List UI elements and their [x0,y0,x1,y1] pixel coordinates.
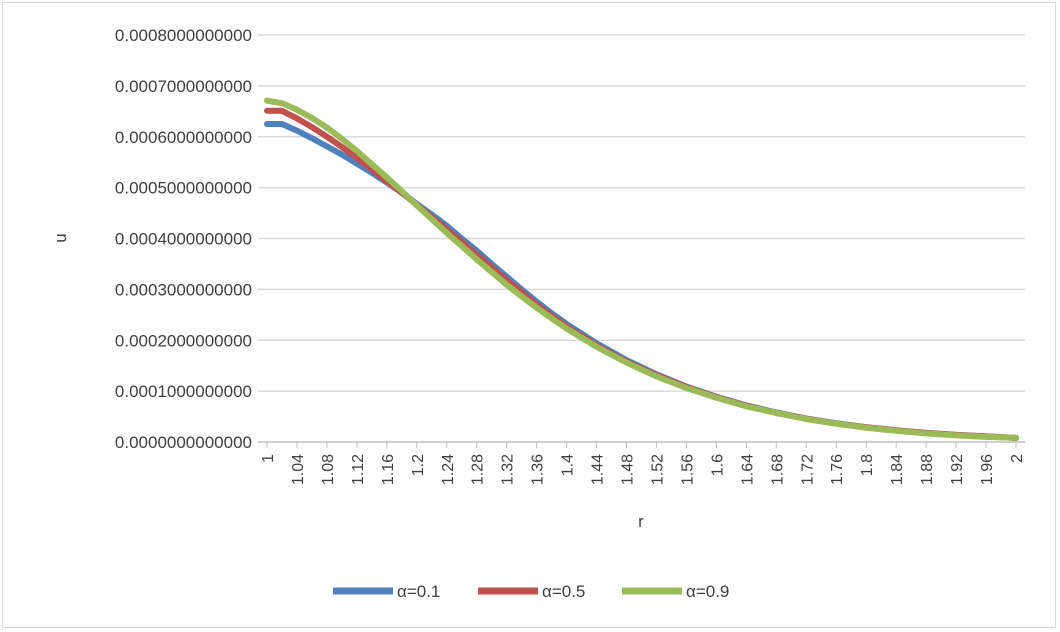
y-tick-label: 0.0005000000000 [115,179,252,198]
x-tick-label: 1.6 [709,454,726,476]
legend-label: α=0.5 [542,582,585,601]
x-tick-label: 1.92 [949,454,966,485]
x-tick-label: 1.56 [679,454,696,485]
x-tick-label: 1.76 [829,454,846,485]
x-tick-label: 1.04 [290,454,307,485]
series-lines [264,97,1019,441]
x-tick-label: 1.36 [530,454,547,485]
x-tick-label: 1.8 [859,454,876,476]
x-axis-tick-labels: 1 1.04 1.08 1.12 1.16 1.2 1.24 1.28 1.32 1.36 1.4 1… [260,442,1026,485]
x-tick-label: 1.64 [739,454,756,485]
y-tick-label: 0.0008000000000 [115,26,252,45]
y-tick-label: 0.0001000000000 [115,382,252,401]
legend: α=0.1 α=0.5 α=0.9 [333,582,729,601]
x-tick-label: 1.68 [769,454,786,485]
x-tick-label: 1.88 [919,454,936,485]
x-tick-label: 1.52 [649,454,666,485]
x-tick-label: 1.08 [320,454,337,485]
series-line-3 [264,97,1019,441]
y-tick-label: 0.0003000000000 [115,280,252,299]
y-tick-label: 0.0000000000000 [115,433,252,452]
x-tick-label: 1.96 [979,454,996,485]
series-line-2 [264,107,1019,441]
x-tick-label: 1.12 [350,454,367,485]
x-tick-label: 1.24 [440,454,457,485]
y-axis-tick-labels: 0.0000000000000 0.0001000000000 0.00020000… [115,26,252,452]
gridlines [258,34,1025,443]
x-axis-title: r [638,512,644,531]
x-tick-label: 1.32 [500,454,517,485]
x-tick-label: 1.28 [470,454,487,485]
y-tick-label: 0.0007000000000 [115,77,252,96]
y-tick-label: 0.0006000000000 [115,128,252,147]
x-tick-label: 1.84 [889,454,906,485]
x-tick-label: 1.4 [560,454,577,476]
legend-label: α=0.9 [686,582,729,601]
x-tick-label: 1.72 [799,454,816,485]
x-tick-label: 1.48 [620,454,637,485]
x-tick-label: 1.2 [410,454,427,476]
x-tick-label: 2 [1009,454,1026,463]
y-axis-title: u [51,233,70,242]
legend-label: α=0.1 [397,582,440,601]
x-tick-label: 1.16 [380,454,397,485]
y-tick-label: 0.0004000000000 [115,230,252,249]
y-tick-label: 0.0002000000000 [115,331,252,350]
x-tick-label: 1 [260,454,277,463]
x-tick-label: 1.44 [590,454,607,485]
